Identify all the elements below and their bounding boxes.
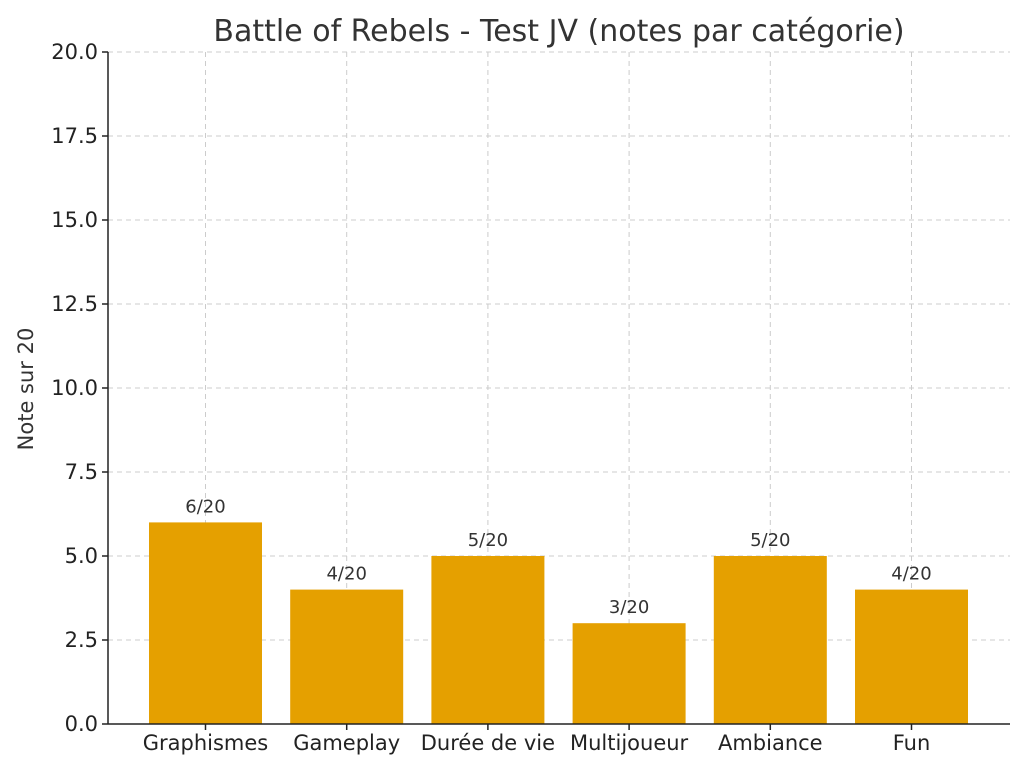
y-tick-label: 12.5 [51, 292, 98, 316]
chart-title: Battle of Rebels - Test JV (notes par ca… [213, 14, 904, 49]
x-tick-label: Fun [893, 731, 931, 755]
data-label: 4/20 [326, 564, 366, 585]
y-axis-label: Note sur 20 [14, 328, 38, 451]
data-label: 5/20 [468, 530, 508, 551]
x-axis-ticks: Graphismes Gameplay Durée de vie Multijoueu… [143, 724, 931, 755]
bar [713, 556, 827, 724]
y-tick-label: 10.0 [51, 376, 98, 400]
data-label: 4/20 [891, 564, 931, 585]
y-tick-label: 17.5 [51, 124, 98, 148]
bar [572, 623, 686, 724]
bar [431, 556, 545, 724]
y-tick-label: 0.0 [65, 712, 98, 736]
x-tick-label: Ambiance [718, 731, 823, 755]
y-axis-ticks: 0.0 2.5 5.0 7.5 10.0 12.5 15.0 17.5 20.0 [51, 40, 108, 736]
bar [855, 589, 968, 724]
y-tick-label: 7.5 [65, 460, 98, 484]
bar [149, 522, 262, 724]
y-tick-label: 2.5 [65, 628, 98, 652]
bars [149, 522, 968, 724]
x-tick-label: Durée de vie [421, 731, 555, 755]
data-label: 5/20 [750, 530, 790, 551]
x-tick-label: Gameplay [293, 731, 400, 755]
y-tick-label: 15.0 [51, 208, 98, 232]
data-label: 6/20 [185, 496, 225, 517]
y-tick-label: 5.0 [65, 544, 98, 568]
y-tick-label: 20.0 [51, 40, 98, 64]
data-label: 3/20 [609, 597, 649, 618]
bar [290, 589, 404, 724]
data-labels: 6/20 4/20 5/20 3/20 5/20 4/20 [185, 496, 931, 618]
x-tick-label: Graphismes [143, 731, 269, 755]
x-tick-label: Multijoueur [570, 731, 689, 755]
